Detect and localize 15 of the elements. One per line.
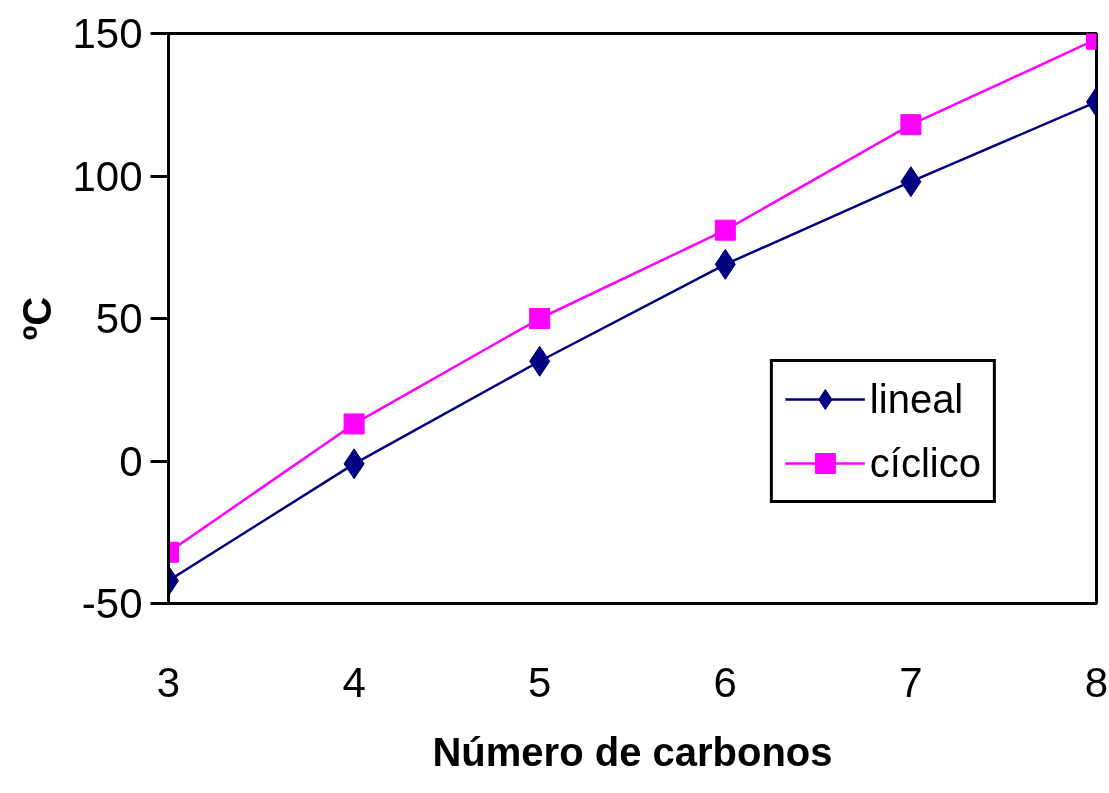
y-tick-label: 150 (72, 10, 143, 57)
x-tick-label: 6 (713, 658, 737, 706)
y-tick-label: 50 (95, 295, 143, 342)
x-tick-label: 4 (342, 658, 366, 706)
legend-label: cíclico (869, 440, 981, 486)
x-axis-title: Número de carbonos (432, 729, 833, 774)
y-axis-title: ºC (15, 296, 60, 341)
x-tick-label: 7 (899, 658, 923, 706)
x-tick-label: 3 (156, 658, 181, 706)
y-tick-label: 100 (72, 152, 143, 200)
y-tick-label: -50 (81, 580, 143, 627)
x-tick-label: 8 (1084, 658, 1109, 706)
legend-label: lineal (869, 376, 964, 422)
x-tick-label: 5 (528, 658, 552, 706)
y-tick-label: 0 (119, 437, 143, 485)
